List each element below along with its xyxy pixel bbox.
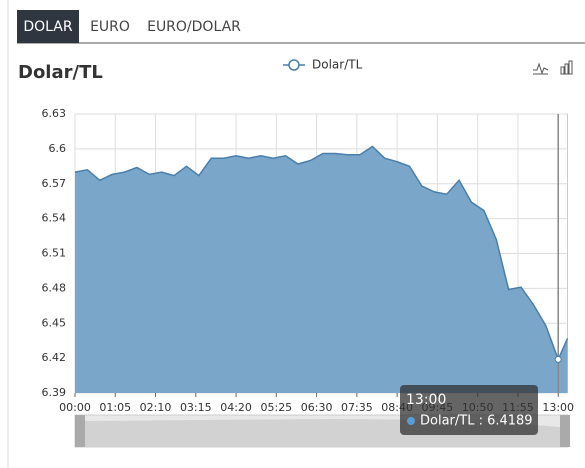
tooltip-title: 13:00 (406, 392, 446, 408)
legend-label: Dolar/TL (312, 58, 363, 72)
toolbox[interactable] (533, 60, 573, 75)
legend-marker (288, 59, 300, 71)
bar-icon[interactable] (564, 63, 569, 75)
x-tick-label: 07:35 (341, 401, 373, 414)
tooltip-text: Dolar/TL : 6.4189 (420, 414, 533, 429)
y-tick-label: 6.42 (42, 351, 67, 364)
area (75, 146, 568, 393)
bar-icon[interactable] (568, 60, 573, 75)
line (74, 145, 569, 362)
data-zoom[interactable] (74, 414, 570, 448)
y-tick-label: 6.51 (42, 247, 67, 260)
hover-point (554, 355, 562, 363)
x-tick-label: 00:00 (59, 401, 91, 414)
chart-title: Dolar/TL (18, 62, 103, 83)
tab[interactable]: EURO/DOLAR (147, 19, 241, 35)
x-tick-label: 13:00 (542, 401, 574, 414)
y-tick-label: 6.54 (42, 212, 67, 225)
tab[interactable]: EURO (90, 19, 130, 35)
y-tick-label: 6.63 (42, 107, 67, 120)
x-tick-label: 04:20 (220, 401, 252, 414)
bar-icon[interactable] (560, 66, 565, 75)
tooltip-dot (407, 417, 415, 425)
x-tick-label: 03:15 (180, 401, 212, 414)
y-tick-label: 6.6 (49, 142, 67, 155)
y-tick-label: 6.39 (42, 386, 67, 399)
tab-bar: DOLAR EURO EURO/DOLAR (17, 10, 241, 43)
x-tick-label: 05:25 (260, 401, 292, 414)
x-tick-label: 06:30 (301, 401, 333, 414)
y-tick-label: 6.57 (42, 177, 67, 190)
y-tick-label: 6.45 (42, 316, 67, 329)
tab[interactable]: DOLAR (23, 19, 72, 35)
tooltip: 13:00 Dolar/TL : 6.4189 (400, 114, 562, 435)
line-icon[interactable] (533, 62, 549, 75)
x-tick-label: 02:10 (140, 401, 172, 414)
legend: Dolar/TL (283, 58, 363, 72)
x-tick-label: 01:05 (99, 401, 131, 414)
plot-area: 6.39 6.42 6.45 6.48 6.51 6.54 6.57 6.6 6.63 00:00… (42, 107, 575, 414)
tooltip-box (400, 385, 538, 435)
zoom-handle[interactable] (75, 415, 85, 447)
y-tick-label: 6.48 (42, 281, 67, 294)
tab-active-bg[interactable] (17, 10, 79, 43)
zoom-handle[interactable] (560, 415, 570, 447)
